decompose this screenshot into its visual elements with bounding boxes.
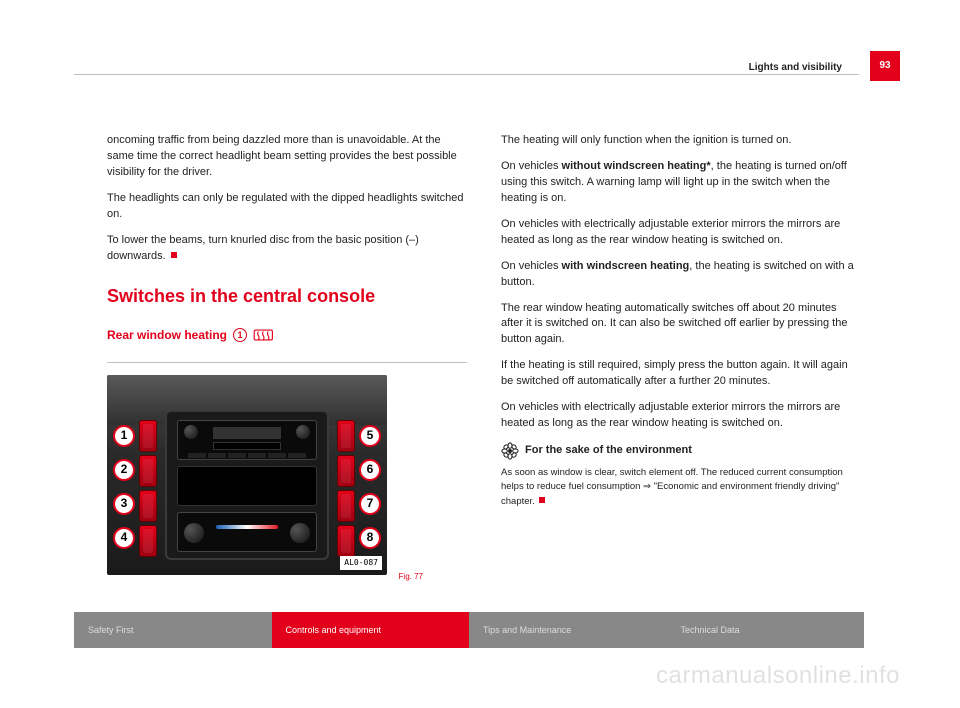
switch-button	[337, 490, 355, 522]
left-switch-column	[139, 420, 157, 557]
climate-panel	[177, 512, 317, 552]
manual-page: Lights and visibility 93 oncoming traffi…	[0, 0, 960, 708]
console-illustration: 1 2 3 4 5 6 7 8 AL0-087	[107, 375, 387, 575]
flower-icon	[501, 442, 519, 460]
console-frame	[165, 410, 329, 560]
figure-77: 1 2 3 4 5 6 7 8 AL0-087 Fig. 77	[107, 375, 387, 583]
radio-display	[213, 427, 281, 439]
page-number-badge: 93	[870, 51, 900, 81]
left-column: oncoming traffic from being dazzled more…	[107, 133, 467, 593]
right-switch-column	[337, 420, 355, 557]
para: The headlights can only be regulated wit…	[107, 191, 467, 223]
footer-tab-tips: Tips and Maintenance	[469, 612, 667, 648]
para: On vehicles without windscreen heating*,…	[501, 159, 861, 207]
para-text: As soon as window is clear, switch eleme…	[501, 467, 843, 507]
callout-badge: 1	[113, 425, 135, 447]
figure-caption: Fig. 77	[143, 571, 423, 583]
para: The heating will only function when the …	[501, 133, 861, 149]
para-text: On vehicles	[501, 160, 562, 172]
para: If the heating is still required, simply…	[501, 358, 861, 390]
environment-heading-text: For the sake of the environment	[525, 443, 692, 459]
end-mark-icon	[171, 252, 177, 258]
para-bold: with windscreen heating	[562, 260, 690, 272]
para: On vehicles with electrically adjustable…	[501, 400, 861, 432]
callout-badge: 3	[113, 493, 135, 515]
header-section-title: Lights and visibility	[737, 62, 842, 73]
switch-button	[337, 420, 355, 452]
para: To lower the beams, turn knurled disc fr…	[107, 233, 467, 265]
right-column: The heating will only function when the …	[501, 133, 861, 593]
watermark-text: carmanualsonline.info	[656, 662, 900, 690]
para: The rear window heating automatically sw…	[501, 301, 861, 349]
sub-title-text: Rear window heating	[107, 327, 227, 344]
end-mark-icon	[539, 497, 545, 503]
para-text: To lower the beams, turn knurled disc fr…	[107, 234, 419, 262]
footer-tab-safety: Safety First	[74, 612, 272, 648]
switch-button	[337, 455, 355, 487]
switch-button	[139, 420, 157, 452]
switch-button	[139, 490, 157, 522]
para-bold: without windscreen heating*	[562, 160, 711, 172]
footer-tab-technical: Technical Data	[667, 612, 865, 648]
callout-badge: 2	[113, 459, 135, 481]
para-text: On vehicles	[501, 260, 562, 272]
ref-badge-icon: 1	[233, 328, 247, 342]
callout-badge: 8	[359, 527, 381, 549]
radio-knob	[184, 425, 198, 439]
callout-badge: 7	[359, 493, 381, 515]
radio-unit	[177, 420, 317, 460]
para: oncoming traffic from being dazzled more…	[107, 133, 467, 181]
switch-button	[337, 525, 355, 557]
callout-badge: 6	[359, 459, 381, 481]
environment-heading: For the sake of the environment	[501, 442, 861, 460]
page-header: Lights and visibility	[74, 62, 960, 80]
header-rule	[74, 74, 859, 75]
switch-button	[139, 525, 157, 557]
radio-knob	[296, 425, 310, 439]
climate-knob	[184, 523, 204, 543]
para: On vehicles with electrically adjustable…	[501, 217, 861, 249]
switch-button	[139, 455, 157, 487]
climate-slider	[216, 525, 278, 529]
section-title: Switches in the central console	[107, 283, 467, 309]
footer-tab-controls: Controls and equipment	[272, 612, 470, 648]
footer-tabs: Safety First Controls and equipment Tips…	[74, 612, 864, 648]
callout-badge: 5	[359, 425, 381, 447]
sub-heading-row: Rear window heating 1	[107, 327, 467, 363]
cassette-slot	[213, 442, 281, 450]
figure-ref-label: AL0-087	[340, 556, 382, 570]
radio-preset-row	[188, 453, 306, 458]
sub-title: Rear window heating 1	[107, 327, 467, 344]
callout-badge: 4	[113, 527, 135, 549]
storage-cubby	[177, 466, 317, 506]
content-columns: oncoming traffic from being dazzled more…	[107, 133, 862, 593]
rear-defrost-icon	[253, 328, 275, 342]
para-small: As soon as window is clear, switch eleme…	[501, 466, 861, 509]
climate-knob	[290, 523, 310, 543]
para: On vehicles with windscreen heating, the…	[501, 259, 861, 291]
